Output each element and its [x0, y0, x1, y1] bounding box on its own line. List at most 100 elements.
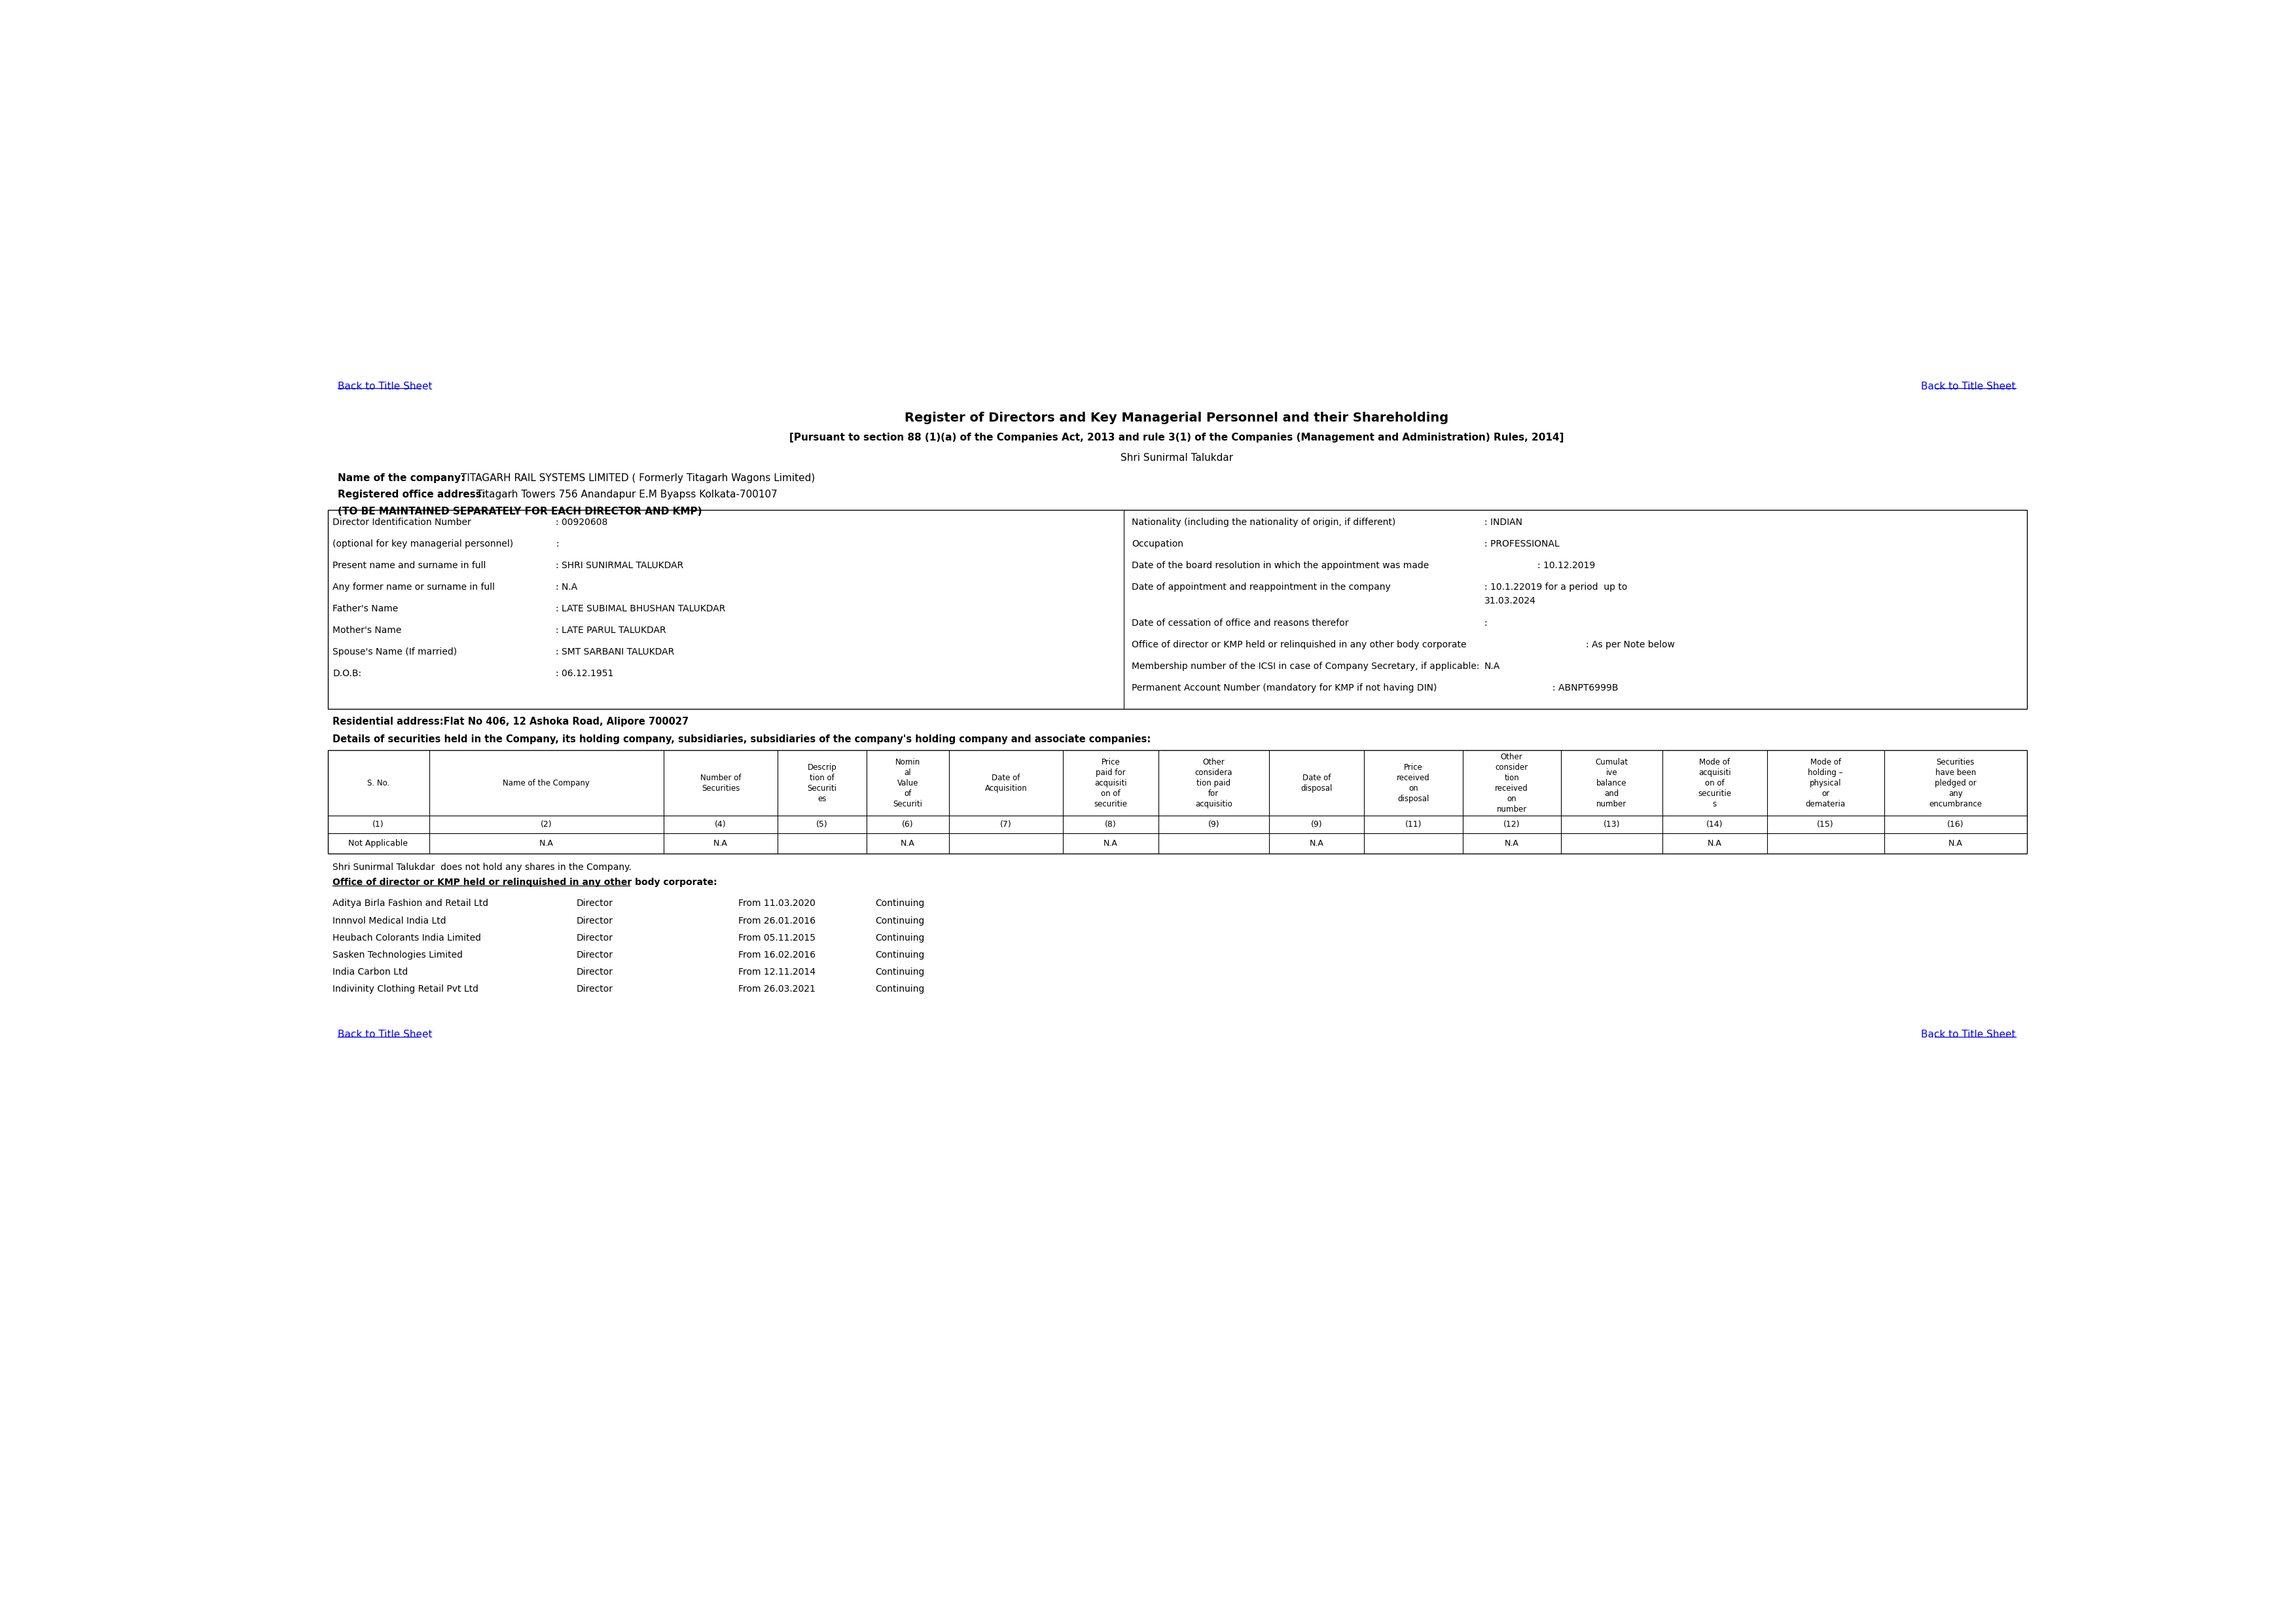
Text: Not Applicable: Not Applicable: [349, 840, 409, 848]
Text: N.A: N.A: [1504, 840, 1520, 848]
Text: : 00920608: : 00920608: [556, 518, 608, 526]
Text: (13): (13): [1603, 820, 1621, 828]
Text: Continuing: Continuing: [875, 968, 925, 976]
Text: Director: Director: [576, 950, 613, 960]
Text: Details of securities held in the Company, its holding company, subsidiaries, su: Details of securities held in the Compan…: [333, 734, 1150, 744]
Text: India Carbon Ltd: India Carbon Ltd: [333, 968, 409, 976]
Text: Back to Title Sheet: Back to Title Sheet: [1922, 382, 2016, 391]
Text: Membership number of the ICSI in case of Company Secretary, if applicable:: Membership number of the ICSI in case of…: [1132, 661, 1479, 671]
Text: Director: Director: [576, 916, 613, 926]
Text: Director: Director: [576, 934, 613, 942]
Text: Nomin
al
Value
of
Securiti: Nomin al Value of Securiti: [893, 758, 923, 809]
Text: (9): (9): [1311, 820, 1322, 828]
Text: D.O.B:: D.O.B:: [333, 669, 360, 679]
Text: (1): (1): [372, 820, 383, 828]
Text: Number of
Securities: Number of Securities: [700, 773, 742, 793]
Text: (14): (14): [1706, 820, 1722, 828]
Text: From 11.03.2020: From 11.03.2020: [739, 900, 815, 908]
Text: Name of the Company: Name of the Company: [503, 780, 590, 788]
Text: : 10.1.22019 for a period  up to: : 10.1.22019 for a period up to: [1483, 583, 1628, 591]
Text: Director: Director: [576, 900, 613, 908]
Text: Date of the board resolution in which the appointment was made: Date of the board resolution in which th…: [1132, 560, 1428, 570]
Text: (9): (9): [1208, 820, 1219, 828]
Text: Sasken Technologies Limited: Sasken Technologies Limited: [333, 950, 464, 960]
Text: Office of director or KMP held or relinquished in any other body corporate:: Office of director or KMP held or relinq…: [333, 879, 716, 887]
Text: :: :: [556, 539, 558, 549]
Text: N.A: N.A: [1104, 840, 1118, 848]
Text: Back to Title Sheet: Back to Title Sheet: [338, 1030, 432, 1039]
Text: Register of Directors and Key Managerial Personnel and their Shareholding: Register of Directors and Key Managerial…: [905, 411, 1449, 424]
Text: Continuing: Continuing: [875, 950, 925, 960]
Bar: [328, 750, 2027, 854]
Text: :: :: [1483, 619, 1488, 627]
Text: From 26.01.2016: From 26.01.2016: [739, 916, 815, 926]
Text: Continuing: Continuing: [875, 900, 925, 908]
Text: N.A: N.A: [1483, 661, 1499, 671]
Text: (TO BE MAINTAINED SEPARATELY FOR EACH DIRECTOR AND KMP): (TO BE MAINTAINED SEPARATELY FOR EACH DI…: [338, 507, 703, 516]
Text: Aditya Birla Fashion and Retail Ltd: Aditya Birla Fashion and Retail Ltd: [333, 900, 489, 908]
Text: : LATE PARUL TALUKDAR: : LATE PARUL TALUKDAR: [556, 625, 666, 635]
Text: : N.A: : N.A: [556, 583, 579, 591]
Text: Residential address:Flat No 406, 12 Ashoka Road, Alipore 700027: Residential address:Flat No 406, 12 Asho…: [333, 716, 689, 726]
Bar: [328, 510, 2027, 710]
Text: Date of
Acquisition: Date of Acquisition: [985, 773, 1026, 793]
Text: N.A: N.A: [540, 840, 553, 848]
Text: Titagarh Towers 756 Anandapur E.M Byapss Kolkata-700107: Titagarh Towers 756 Anandapur E.M Byapss…: [478, 490, 778, 500]
Text: : INDIAN: : INDIAN: [1483, 518, 1522, 526]
Text: Registered office address:: Registered office address:: [338, 490, 487, 500]
Text: TITAGARH RAIL SYSTEMS LIMITED ( Formerly Titagarh Wagons Limited): TITAGARH RAIL SYSTEMS LIMITED ( Formerly…: [461, 473, 815, 482]
Text: N.A: N.A: [714, 840, 728, 848]
Text: Back to Title Sheet: Back to Title Sheet: [1922, 1030, 2016, 1039]
Text: N.A: N.A: [900, 840, 914, 848]
Text: : As per Note below: : As per Note below: [1587, 640, 1674, 650]
Text: Securities
have been
pledged or
any
encumbrance: Securities have been pledged or any encu…: [1929, 758, 1981, 809]
Text: (optional for key managerial personnel): (optional for key managerial personnel): [333, 539, 514, 549]
Text: Continuing: Continuing: [875, 934, 925, 942]
Text: Indivinity Clothing Retail Pvt Ltd: Indivinity Clothing Retail Pvt Ltd: [333, 984, 478, 994]
Text: : ABNPT6999B: : ABNPT6999B: [1552, 684, 1619, 692]
Text: N.A: N.A: [1949, 840, 1963, 848]
Text: (6): (6): [902, 820, 914, 828]
Text: Date of
disposal: Date of disposal: [1302, 773, 1332, 793]
Text: Mother's Name: Mother's Name: [333, 625, 402, 635]
Text: Director: Director: [576, 968, 613, 976]
Text: (5): (5): [817, 820, 829, 828]
Text: (11): (11): [1405, 820, 1421, 828]
Text: From 05.11.2015: From 05.11.2015: [739, 934, 815, 942]
Text: Other
considera
tion paid
for
acquisitio: Other considera tion paid for acquisitio: [1194, 758, 1233, 809]
Text: (16): (16): [1947, 820, 1963, 828]
Text: Cumulat
ive
balance
and
number: Cumulat ive balance and number: [1596, 758, 1628, 809]
Text: (15): (15): [1816, 820, 1835, 828]
Text: Mode of
holding –
physical
or
demateria: Mode of holding – physical or demateria: [1805, 758, 1846, 809]
Text: S. No.: S. No.: [367, 780, 390, 788]
Text: (2): (2): [540, 820, 551, 828]
Text: N.A: N.A: [1708, 840, 1722, 848]
Text: Back to Title Sheet: Back to Title Sheet: [338, 382, 432, 391]
Text: (12): (12): [1504, 820, 1520, 828]
Text: Director: Director: [576, 984, 613, 994]
Text: Spouse's Name (If married): Spouse's Name (If married): [333, 648, 457, 656]
Text: (8): (8): [1104, 820, 1116, 828]
Text: Present name and surname in full: Present name and surname in full: [333, 560, 487, 570]
Text: : PROFESSIONAL: : PROFESSIONAL: [1483, 539, 1559, 549]
Text: Permanent Account Number (mandatory for KMP if not having DIN): Permanent Account Number (mandatory for …: [1132, 684, 1437, 692]
Text: Descrip
tion of
Securiti
es: Descrip tion of Securiti es: [808, 763, 836, 802]
Text: Nationality (including the nationality of origin, if different): Nationality (including the nationality o…: [1132, 518, 1396, 526]
Text: From 12.11.2014: From 12.11.2014: [739, 968, 815, 976]
Text: Innnvol Medical India Ltd: Innnvol Medical India Ltd: [333, 916, 445, 926]
Text: Any former name or surname in full: Any former name or surname in full: [333, 583, 496, 591]
Text: Continuing: Continuing: [875, 984, 925, 994]
Text: : SHRI SUNIRMAL TALUKDAR: : SHRI SUNIRMAL TALUKDAR: [556, 560, 684, 570]
Text: 31.03.2024: 31.03.2024: [1483, 596, 1536, 606]
Text: N.A: N.A: [1309, 840, 1325, 848]
Text: Director Identification Number: Director Identification Number: [333, 518, 471, 526]
Text: Date of appointment and reappointment in the company: Date of appointment and reappointment in…: [1132, 583, 1391, 591]
Text: From 16.02.2016: From 16.02.2016: [739, 950, 815, 960]
Text: Other
consider
tion
received
on
number: Other consider tion received on number: [1495, 752, 1529, 814]
Text: Shri Sunirmal Talukdar: Shri Sunirmal Talukdar: [1120, 453, 1233, 463]
Text: : 10.12.2019: : 10.12.2019: [1538, 560, 1596, 570]
Text: Occupation: Occupation: [1132, 539, 1182, 549]
Text: Name of the company:: Name of the company:: [338, 473, 466, 482]
Text: [Pursuant to section 88 (1)(a) of the Companies Act, 2013 and rule 3(1) of the C: [Pursuant to section 88 (1)(a) of the Co…: [790, 432, 1564, 443]
Text: Continuing: Continuing: [875, 916, 925, 926]
